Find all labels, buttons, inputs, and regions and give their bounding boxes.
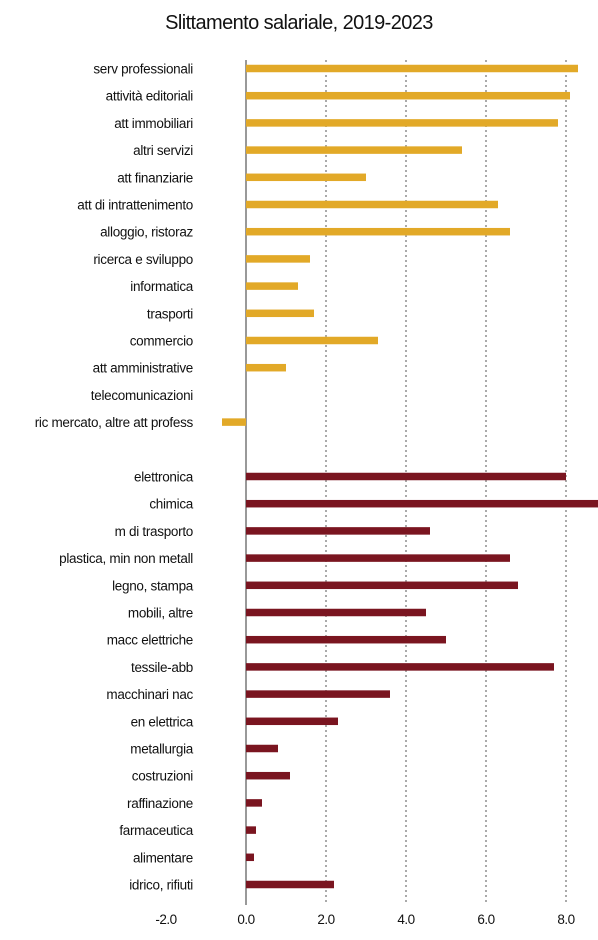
category-label: costruzioni (132, 769, 194, 784)
category-label: att di intrattenimento (77, 198, 193, 213)
bar (246, 336, 378, 345)
x-tick-label: 2.0 (317, 912, 334, 927)
bar (246, 744, 278, 753)
category-label: idrico, rifiuti (129, 878, 193, 893)
bar (246, 690, 390, 698)
category-label: ric mercato, altre att profess (35, 415, 194, 430)
bar (246, 608, 426, 617)
bar (246, 554, 510, 562)
bar (246, 527, 430, 535)
bar (246, 472, 566, 481)
bar (222, 418, 246, 426)
bar (246, 91, 570, 100)
bar (246, 200, 498, 209)
x-tick-label: -2.0 (155, 912, 176, 927)
bar (246, 255, 310, 263)
chart-title: Slittamento salariale, 2019-2023 (165, 12, 433, 34)
x-tick-label: 0.0 (237, 912, 254, 927)
bar (246, 880, 334, 889)
category-label: ricerca e sviluppo (93, 252, 193, 267)
bar (246, 771, 290, 780)
category-label: m di trasporto (115, 524, 193, 539)
bar (246, 146, 462, 154)
bar (246, 799, 262, 807)
category-label: trasporti (147, 306, 193, 321)
bar (246, 363, 286, 372)
x-tick-label: 8.0 (557, 912, 574, 927)
category-label: metallurgia (130, 742, 194, 757)
bar (246, 581, 518, 590)
bar (246, 173, 366, 182)
bar (246, 663, 554, 671)
category-label: att amministrative (93, 361, 193, 376)
bar (246, 119, 558, 127)
bar (246, 309, 314, 318)
category-label: informatica (130, 279, 194, 294)
category-label: serv professionali (93, 62, 193, 77)
x-tick-label: 4.0 (397, 912, 414, 927)
category-label: alloggio, ristoraz (100, 225, 193, 240)
bar (246, 853, 254, 862)
category-label: raffinazione (127, 796, 193, 811)
category-label: att finanziarie (117, 170, 193, 185)
x-tick-label: 6.0 (477, 912, 494, 927)
category-label: en elettrica (131, 714, 194, 729)
category-label: alimentare (133, 850, 193, 865)
category-label: farmaceutica (119, 823, 193, 838)
category-label: elettronica (134, 470, 194, 485)
category-label: attività editoriali (106, 89, 194, 104)
grid-lines (325, 60, 567, 905)
category-label: chimica (149, 497, 193, 512)
category-label: legno, stampa (112, 578, 194, 593)
category-label: plastica, min non metall (59, 551, 193, 566)
category-label: tessile-abb (131, 660, 193, 675)
category-label: macc elettriche (107, 633, 193, 648)
category-label: macchinari nac (106, 687, 193, 702)
bar (246, 717, 338, 726)
category-label: att immobiliari (114, 116, 193, 131)
tick-labels: -2.00.02.04.06.08.010.012.014.016.0 (155, 912, 575, 927)
bar (246, 499, 598, 508)
category-labels: serv professionali attività editoriali att… (35, 62, 194, 893)
bars (222, 64, 598, 889)
bar (246, 826, 256, 834)
bar (246, 64, 578, 73)
bar (246, 282, 298, 290)
category-label: altri servizi (133, 143, 193, 158)
category-label: mobili, altre (128, 606, 193, 621)
bar (246, 635, 446, 644)
category-label: commercio (130, 334, 193, 349)
category-label: telecomunicazioni (91, 388, 194, 403)
bar (246, 227, 510, 236)
